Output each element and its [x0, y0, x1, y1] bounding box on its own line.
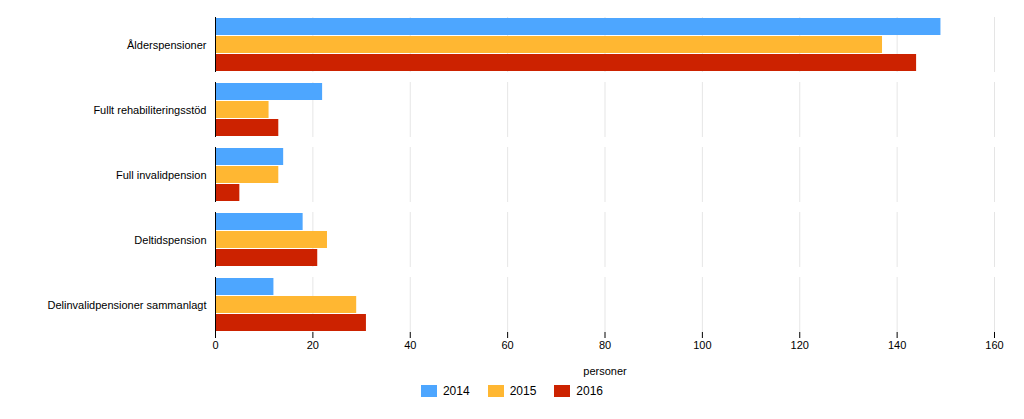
svg-text:40: 40 — [404, 339, 416, 351]
svg-text:140: 140 — [888, 339, 906, 351]
svg-text:personer: personer — [583, 365, 627, 377]
html-text:2015: 2015 — [509, 384, 537, 398]
svg-text:120: 120 — [791, 339, 809, 351]
svg-text:160: 160 — [985, 339, 1003, 351]
svg-text:20: 20 — [307, 339, 319, 351]
svg-text:Full invalidpension: Full invalidpension — [116, 169, 207, 181]
svg-text:Delinvalidpensioner sammanlagt: Delinvalidpensioner sammanlagt — [48, 299, 207, 311]
svg-text:Deltidspension: Deltidspension — [134, 234, 206, 246]
html-text:2016: 2016 — [576, 384, 603, 398]
svg-text:Fullt rehabiliteringsstöd: Fullt rehabiliteringsstöd — [93, 104, 206, 116]
svg-text:0: 0 — [212, 339, 218, 351]
svg-text:100: 100 — [693, 339, 711, 351]
svg-text:60: 60 — [502, 339, 514, 351]
svg-text:80: 80 — [599, 339, 611, 351]
svg-text:Ålderspensioner: Ålderspensioner — [127, 39, 207, 51]
html-text:2014: 2014 — [442, 384, 470, 398]
